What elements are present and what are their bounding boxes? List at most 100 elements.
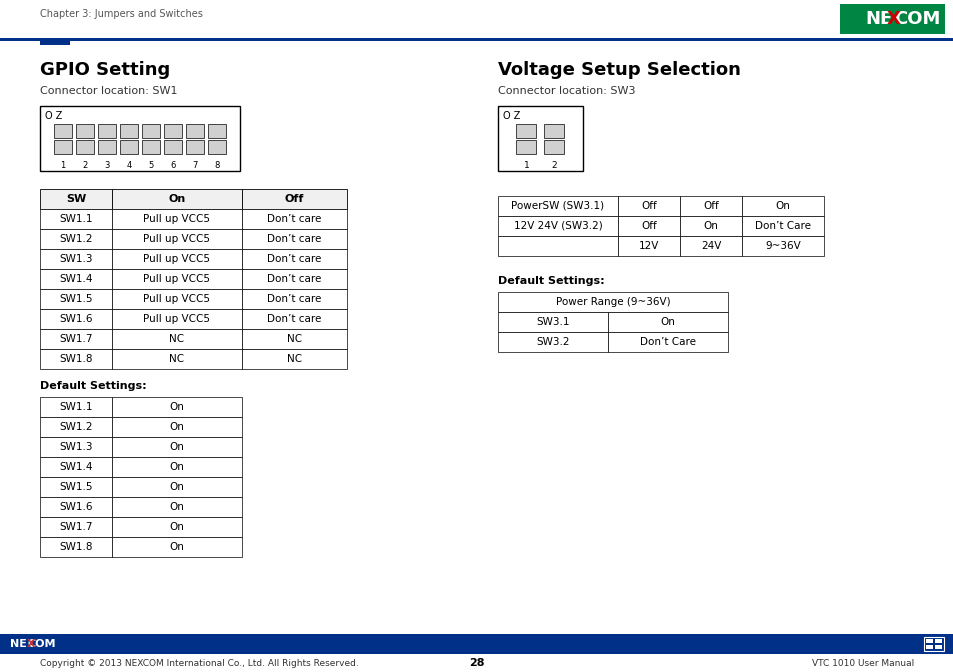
Bar: [242, 309, 347, 329]
Text: SW1.1: SW1.1: [59, 214, 92, 224]
Bar: [112, 309, 242, 329]
Text: Default Settings:: Default Settings:: [497, 276, 604, 286]
Bar: [186, 124, 204, 138]
Text: SW1.8: SW1.8: [59, 354, 92, 364]
Bar: [112, 477, 242, 497]
Bar: [76, 124, 94, 138]
Text: Don’t care: Don’t care: [267, 314, 321, 324]
Bar: [516, 140, 536, 154]
Text: Pull up VCC5: Pull up VCC5: [143, 254, 211, 264]
Bar: [0, 0, 953, 38]
Text: 1: 1: [60, 161, 66, 169]
Text: SW1.4: SW1.4: [59, 274, 92, 284]
Bar: [40, 269, 112, 289]
Bar: [618, 196, 679, 216]
Text: 5: 5: [149, 161, 153, 169]
Text: Pull up VCC5: Pull up VCC5: [143, 214, 211, 224]
Text: 28: 28: [469, 658, 484, 668]
Bar: [497, 332, 607, 352]
Text: NE: NE: [10, 639, 27, 649]
Bar: [242, 209, 347, 229]
Text: GPIO Setting: GPIO Setting: [40, 61, 170, 79]
Text: NC: NC: [287, 334, 302, 344]
Bar: [40, 517, 112, 537]
Bar: [618, 236, 679, 256]
Text: SW1.1: SW1.1: [59, 402, 92, 412]
Text: On: On: [170, 422, 184, 432]
Bar: [607, 312, 727, 332]
Text: SW1.6: SW1.6: [59, 502, 92, 512]
Text: NC: NC: [170, 354, 184, 364]
Bar: [40, 289, 112, 309]
Bar: [497, 312, 607, 332]
Text: Connector location: SW3: Connector location: SW3: [497, 86, 635, 96]
Bar: [242, 189, 347, 209]
Bar: [112, 189, 242, 209]
Bar: [40, 329, 112, 349]
Bar: [544, 124, 564, 138]
Text: 7: 7: [193, 161, 197, 169]
Text: SW1.2: SW1.2: [59, 234, 92, 244]
Text: On: On: [170, 442, 184, 452]
Bar: [242, 269, 347, 289]
Text: X: X: [885, 10, 900, 28]
Bar: [112, 437, 242, 457]
Text: 12V: 12V: [639, 241, 659, 251]
Text: On: On: [702, 221, 718, 231]
Bar: [164, 140, 182, 154]
Text: SW1.7: SW1.7: [59, 522, 92, 532]
Bar: [679, 196, 741, 216]
Bar: [40, 38, 70, 45]
Text: Pull up VCC5: Pull up VCC5: [143, 234, 211, 244]
Bar: [741, 196, 823, 216]
Bar: [142, 140, 160, 154]
Text: 12V 24V (SW3.2): 12V 24V (SW3.2): [513, 221, 601, 231]
Text: On: On: [659, 317, 675, 327]
Bar: [934, 645, 941, 649]
Text: SW1.3: SW1.3: [59, 442, 92, 452]
Text: 2: 2: [82, 161, 88, 169]
Text: Copyright © 2013 NEXCOM International Co., Ltd. All Rights Reserved.: Copyright © 2013 NEXCOM International Co…: [40, 659, 358, 667]
Text: SW1.3: SW1.3: [59, 254, 92, 264]
Text: SW1.5: SW1.5: [59, 294, 92, 304]
Bar: [497, 196, 618, 216]
Text: 3: 3: [104, 161, 110, 169]
Text: Pull up VCC5: Pull up VCC5: [143, 314, 211, 324]
Text: On: On: [170, 462, 184, 472]
Bar: [497, 292, 727, 312]
Bar: [208, 124, 226, 138]
Bar: [607, 332, 727, 352]
Bar: [112, 329, 242, 349]
Bar: [98, 140, 116, 154]
Bar: [112, 497, 242, 517]
Text: Don’t care: Don’t care: [267, 294, 321, 304]
Text: SW1.6: SW1.6: [59, 314, 92, 324]
Bar: [40, 457, 112, 477]
Text: Pull up VCC5: Pull up VCC5: [143, 294, 211, 304]
Bar: [925, 639, 932, 643]
Bar: [923, 637, 943, 651]
Text: Off: Off: [640, 221, 657, 231]
Text: 8: 8: [214, 161, 219, 169]
Text: Off: Off: [640, 201, 657, 211]
Bar: [516, 124, 536, 138]
Text: O Z: O Z: [45, 111, 62, 121]
Text: Don’t care: Don’t care: [267, 234, 321, 244]
Text: Don’t care: Don’t care: [267, 214, 321, 224]
Text: O Z: O Z: [502, 111, 519, 121]
Bar: [242, 249, 347, 269]
Text: 4: 4: [126, 161, 132, 169]
Bar: [40, 497, 112, 517]
Text: SW1.8: SW1.8: [59, 542, 92, 552]
Bar: [112, 249, 242, 269]
Text: NC: NC: [287, 354, 302, 364]
Bar: [112, 229, 242, 249]
Text: SW3.2: SW3.2: [536, 337, 569, 347]
Bar: [40, 249, 112, 269]
Bar: [741, 236, 823, 256]
Bar: [40, 537, 112, 557]
Bar: [40, 417, 112, 437]
Text: 24V: 24V: [700, 241, 720, 251]
Bar: [618, 216, 679, 236]
Text: PowerSW (SW3.1): PowerSW (SW3.1): [511, 201, 604, 211]
